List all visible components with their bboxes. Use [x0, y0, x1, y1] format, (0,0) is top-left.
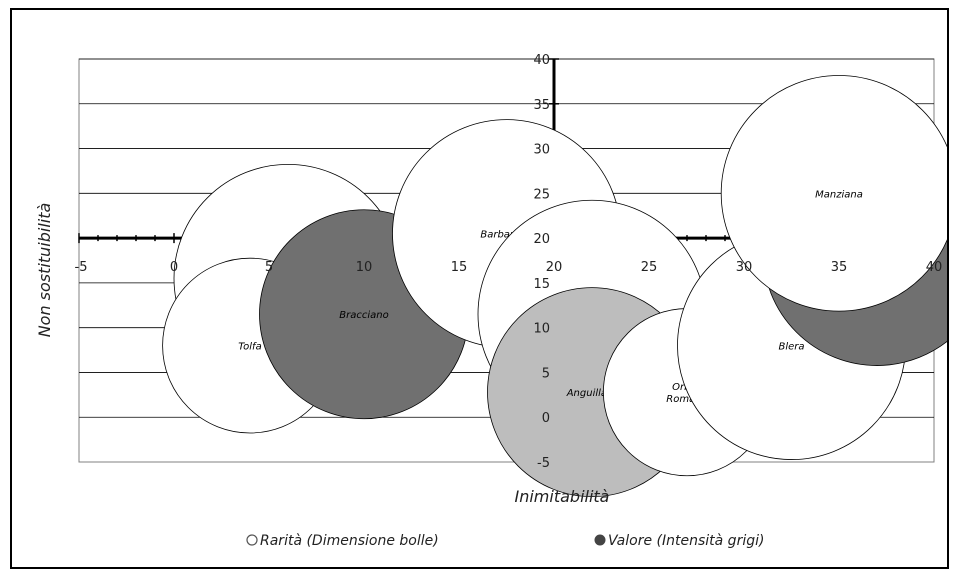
x-axis-title: Inimitabilità	[515, 487, 610, 506]
x-tick-label: 35	[831, 260, 848, 275]
y-tick-label: -5	[537, 456, 550, 471]
x-tick-label: 40	[926, 260, 943, 275]
x-tick-label: 30	[736, 260, 753, 275]
x-tick-label: 5	[265, 260, 273, 275]
y-tick-label: 25	[533, 187, 550, 202]
bubble-label: Anguillara	[566, 388, 618, 399]
y-tick-label: 40	[533, 53, 550, 68]
bubble-manziana: Manziana	[720, 75, 947, 312]
x-tick-label: 25	[641, 260, 658, 275]
bubble-label: Romano	[666, 394, 707, 405]
bubble-label: Manziana	[815, 189, 863, 200]
legend-marker-filled	[594, 534, 606, 546]
y-tick-label: 35	[533, 98, 550, 113]
y-tick-label: 0	[542, 411, 550, 426]
legend-marker-open	[246, 534, 258, 546]
legend: Rarità (Dimensione bolle) Valore (Intens…	[246, 533, 764, 549]
x-tick-label: 20	[546, 260, 563, 275]
y-tick-label: 20	[533, 232, 550, 247]
x-tick-label: -5	[75, 260, 88, 275]
y-tick-label: 30	[533, 143, 550, 158]
bubble-label: Bracciano	[339, 310, 388, 321]
legend-label-valore: Valore (Intensità grigi)	[608, 533, 764, 549]
y-tick-label: 15	[533, 277, 550, 292]
x-tick-label: 15	[451, 260, 468, 275]
bubble-label: Blera	[778, 342, 804, 353]
bubble-chart: AllumiereTolfaBraccianoBarbaranoTrevigna…	[35, 53, 947, 549]
bubble-circle	[720, 75, 947, 312]
chart-frame: AllumiereTolfaBraccianoBarbaranoTrevigna…	[10, 8, 949, 569]
y-tick-label: 10	[533, 322, 550, 337]
y-axis-title: Non sostituibilità	[35, 203, 54, 338]
bubble-label: Barbarano	[480, 230, 532, 241]
legend-label-rarita: Rarità (Dimensione bolle)	[260, 533, 439, 549]
x-tick-label: 0	[170, 260, 178, 275]
bubble-label: Tolfa	[238, 342, 261, 353]
y-tick-label: 5	[542, 366, 550, 381]
x-tick-label: 10	[356, 260, 373, 275]
